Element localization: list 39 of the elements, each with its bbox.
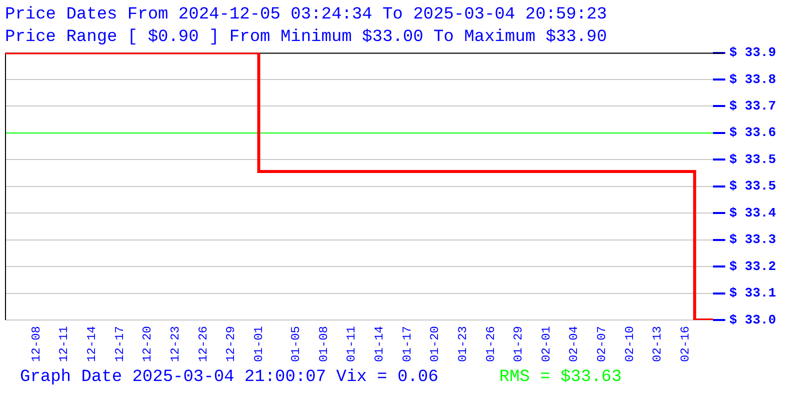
y-tick-label: $ 33.2: [729, 258, 776, 274]
x-tick-label: 01-23: [456, 326, 470, 362]
y-tick-label: $ 33.6: [729, 125, 776, 140]
y-tick-label: $ 33.9: [729, 45, 776, 60]
x-tick-label: 02-04: [567, 326, 582, 362]
x-tick-label: 02-07: [595, 326, 610, 362]
x-tick-label: 02-01: [539, 326, 554, 362]
x-tick-label: 12-29: [224, 326, 238, 362]
x-tick-label: 12-11: [57, 326, 72, 362]
x-tick-label: 01-11: [344, 326, 359, 362]
x-tick-label: 01-05: [289, 326, 304, 362]
chart-title: Price Dates From 2024-12-05 03:24:34 To 2025-03-04 20:59:23: [5, 6, 607, 25]
x-tick-label: 12-08: [29, 326, 44, 362]
x-tick-label: 01-20: [428, 326, 442, 362]
x-tick-label: 01-14: [372, 326, 386, 362]
x-tick-label: 12-14: [84, 326, 99, 362]
text: Graph Date 2025-03-04 21:00:07 Vix = 0.06: [20, 368, 438, 387]
x-tick-label: 01-01: [252, 326, 266, 362]
x-tick-label: 02-16: [678, 326, 693, 362]
x-tick-label: 01-26: [484, 326, 498, 362]
y-tick-label: $ 33.5: [729, 152, 776, 167]
y-tick-label: $ 33.7: [729, 98, 776, 114]
x-tick-label: 01-08: [316, 326, 331, 362]
y-tick-label: $ 33.1: [729, 286, 776, 301]
y-tick-label: $ 33.3: [729, 232, 776, 248]
x-tick-label: 01-29: [512, 326, 526, 362]
x-tick-label: 02-13: [650, 326, 665, 362]
x-tick-label: 12-17: [112, 326, 127, 362]
x-tick-label: 12-20: [140, 326, 155, 362]
y-tick-label: $ 33.5: [729, 178, 776, 194]
x-tick-label: 02-10: [622, 326, 637, 362]
y-tick-label: $ 33.8: [729, 72, 776, 87]
x-tick-label: 01-17: [400, 326, 414, 362]
ref-line-label: RMS = $33.63: [499, 368, 622, 387]
chart-subtitle: Price Range [ $0.90 ] From Minimum $33.00 To Maximum $33.90: [5, 28, 607, 48]
y-tick-label: $ 33.0: [729, 312, 776, 328]
y-tick-label: $ 33.4: [729, 205, 776, 220]
x-tick-label: 12-26: [196, 326, 210, 362]
x-tick-label: 12-23: [168, 326, 182, 362]
